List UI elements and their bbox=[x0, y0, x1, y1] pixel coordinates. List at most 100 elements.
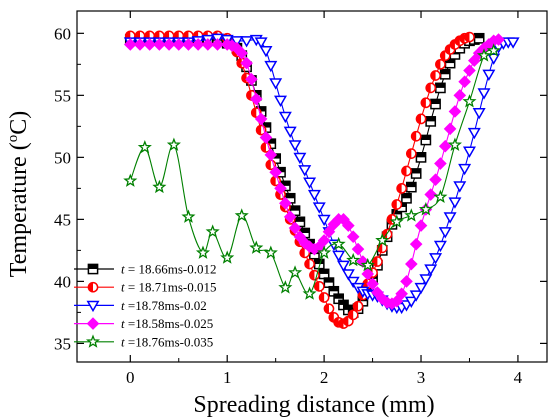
series-3-point-25 bbox=[303, 177, 317, 189]
series-4-point-56 bbox=[438, 139, 452, 153]
series-2-point-15-fill bbox=[241, 73, 247, 83]
series-5-point-4 bbox=[166, 137, 181, 151]
series-1-point-26-fill bbox=[300, 228, 310, 234]
series-2-point-57-fill bbox=[445, 44, 451, 55]
series-3-point-26 bbox=[307, 189, 321, 202]
series-3-point-63 bbox=[487, 53, 501, 65]
y-axis-label-degree: o bbox=[5, 135, 21, 143]
series-2-point-37 bbox=[347, 309, 359, 321]
series-1-point-17-fill bbox=[256, 106, 266, 112]
y-axis-label: Temperature (oC) bbox=[5, 111, 32, 277]
series-3-point-50 bbox=[424, 264, 438, 276]
series-4-point-27 bbox=[298, 236, 312, 250]
series-4-point-6 bbox=[172, 38, 186, 51]
series-1-point-21-fill bbox=[275, 167, 286, 173]
series-2-point-27-fill bbox=[300, 248, 305, 258]
series-3-point-62 bbox=[482, 69, 496, 81]
series-2-point-55-fill bbox=[435, 59, 441, 69]
series-4-point-19 bbox=[259, 131, 273, 144]
y-tick-label-2: 40 bbox=[54, 272, 71, 291]
series-1-point-33-fill bbox=[334, 294, 344, 299]
series-4-point-58 bbox=[448, 105, 462, 118]
series-4-point-23 bbox=[279, 196, 292, 210]
x-tick-label-2: 1 bbox=[223, 368, 232, 387]
series-1-point-47 bbox=[401, 192, 412, 204]
series-2-point-54 bbox=[430, 70, 441, 81]
series-2-point-48 bbox=[401, 165, 412, 177]
series-3-point-24 bbox=[298, 165, 312, 177]
legend-item-1: t = 18.66ms-0.012 bbox=[74, 262, 216, 277]
series-4-point-59 bbox=[453, 89, 467, 102]
legend-marker-3 bbox=[86, 300, 100, 313]
series-4-point-46 bbox=[390, 294, 404, 308]
series-4-point-47 bbox=[395, 287, 408, 301]
series-5-point-2 bbox=[137, 140, 152, 154]
legend-label-2: t = 18.71ms-0.015 bbox=[121, 280, 216, 295]
series-4-point-48 bbox=[400, 275, 413, 288]
series-1-point-24 bbox=[289, 205, 301, 217]
series-1-point-19-fill bbox=[266, 139, 276, 144]
series-4-point-61 bbox=[463, 64, 476, 77]
series-2-point-45-fill bbox=[387, 214, 392, 224]
series-5-point-15 bbox=[317, 245, 332, 259]
y-tick-label-5: 55 bbox=[54, 86, 71, 105]
series-5-point-7 bbox=[205, 224, 220, 238]
series-1-point-55 bbox=[439, 68, 451, 80]
series-3-point-57 bbox=[458, 163, 472, 176]
series-3-point-22 bbox=[288, 140, 302, 152]
x-tick-label-1: 0 bbox=[126, 368, 135, 387]
series-3-point-27 bbox=[312, 202, 326, 214]
series-2-point-40-fill bbox=[363, 279, 368, 289]
series-1-point-29-fill bbox=[314, 259, 324, 265]
legend-marker-1 bbox=[87, 263, 99, 275]
series-1-point-47-fill bbox=[401, 193, 412, 199]
series-5-point-11 bbox=[263, 245, 278, 259]
series-2-point-55 bbox=[435, 58, 446, 70]
series-3-point-48 bbox=[414, 282, 428, 295]
series-2-point-52-fill bbox=[421, 98, 426, 108]
plot-area bbox=[123, 30, 520, 329]
series-2-point-35-fill bbox=[338, 318, 344, 329]
legend-label-3: t =18.78ms-0.02 bbox=[121, 298, 207, 313]
series-1-point-30-fill bbox=[319, 269, 329, 274]
series-3-point-61 bbox=[477, 88, 491, 100]
series-4-point-40 bbox=[361, 267, 375, 281]
series-1-point-30 bbox=[318, 268, 330, 280]
series-3-point-12 bbox=[230, 36, 244, 48]
y-tick-label-3: 45 bbox=[54, 210, 71, 229]
series-4-point-2 bbox=[133, 38, 147, 51]
series-4-point-54 bbox=[429, 173, 442, 186]
series-1-point-18-fill bbox=[261, 122, 271, 128]
series-2-point-51-fill bbox=[416, 114, 422, 124]
series-2-point-21-fill bbox=[271, 176, 276, 186]
legend-label-5: t =18.76ms-0.035 bbox=[121, 334, 213, 349]
series-3-point-54 bbox=[443, 212, 457, 224]
series-1-point-25-fill bbox=[295, 217, 305, 222]
series-4-point-20 bbox=[264, 148, 278, 162]
series-3-point-28 bbox=[317, 214, 331, 227]
series-4-point-37 bbox=[346, 230, 360, 244]
series-2-point-19-fill bbox=[261, 142, 266, 153]
series-4-point-43 bbox=[375, 292, 389, 306]
y-axis-label-suffix: C) bbox=[6, 111, 32, 135]
series-1-point-51-fill bbox=[421, 135, 431, 140]
plot-frame bbox=[76, 10, 548, 363]
series-1-point-22-fill bbox=[280, 181, 290, 186]
series-4-point-15 bbox=[240, 56, 253, 70]
series-1-point-56-fill bbox=[445, 58, 455, 64]
series-5-point-14 bbox=[302, 286, 317, 300]
series-4-point-67 bbox=[492, 33, 505, 46]
series-2-point-38 bbox=[352, 300, 364, 312]
series-5-point-8 bbox=[220, 250, 235, 264]
series-3-point-23 bbox=[293, 152, 307, 165]
series-1-point-52 bbox=[425, 116, 437, 127]
series-2-point-53-fill bbox=[426, 83, 431, 93]
series-2-point-17-fill bbox=[251, 108, 257, 118]
series-2-point-51 bbox=[415, 113, 427, 125]
series-1-point-34-fill bbox=[338, 300, 349, 305]
series-1-point-53 bbox=[430, 98, 441, 110]
series-4-point-25 bbox=[288, 221, 302, 235]
series-1-point-49 bbox=[410, 168, 422, 179]
series-5-point-12 bbox=[278, 280, 293, 294]
series-1-point-48 bbox=[405, 181, 417, 193]
